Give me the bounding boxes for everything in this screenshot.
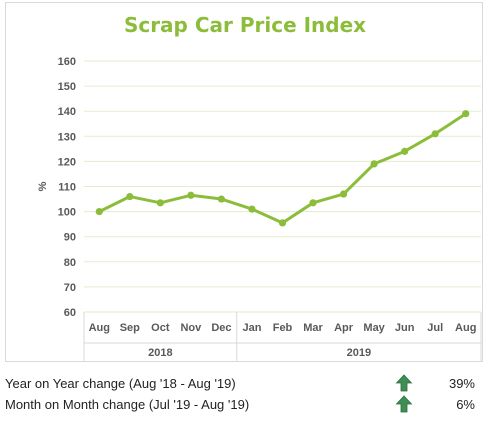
stat-row-month-on-month: Month on Month change (Jul '19 - Aug '19… <box>5 395 475 415</box>
stat-value: 6% <box>456 397 475 412</box>
x-tick-label: Feb <box>273 322 293 334</box>
data-point <box>217 195 226 203</box>
y-tick-label: 110 <box>58 182 76 194</box>
data-point <box>156 199 164 207</box>
x-tick-label: Jul <box>427 322 443 334</box>
y-tick-labels: 60 70 80 90 100 110 120 130 140 150 160 <box>58 56 76 319</box>
data-point <box>309 199 317 207</box>
stat-label: Year on Year change (Aug '18 - Aug '19) <box>5 376 236 391</box>
x-tick-label: Mar <box>303 322 323 334</box>
data-point <box>431 130 439 138</box>
x-tick-label: Aug <box>455 322 476 334</box>
stat-value: 39% <box>448 376 475 391</box>
data-point <box>126 192 134 201</box>
line-chart: Scrap Car Price Index % 60 70 80 90 100 110 12… <box>37 13 482 361</box>
x-tick-label: May <box>363 322 385 334</box>
stat-label: Month on Month change (Jul '19 - Aug '19… <box>5 397 250 412</box>
series-layer <box>95 110 470 227</box>
stat-row-year-on-year: Year on Year change (Aug '18 - Aug '19) … <box>5 374 475 394</box>
x-tick-label: Dec <box>211 322 231 334</box>
x-tick-label: Sep <box>120 322 140 334</box>
x-tick-label: Nov <box>180 322 202 334</box>
data-point <box>462 110 470 118</box>
up-arrow-icon <box>395 374 413 392</box>
x-tick-label: Jan <box>242 322 261 334</box>
group-label: 2019 <box>347 347 371 359</box>
y-tick-label: 90 <box>64 232 76 244</box>
chart-frame: Scrap Car Price Index % 60 70 80 90 100 110 12… <box>5 2 483 362</box>
group-label: 2018 <box>148 347 172 359</box>
data-point <box>339 190 348 198</box>
y-tick-label: 140 <box>58 106 76 118</box>
series-line <box>97 112 468 225</box>
x-tick-label: Apr <box>334 322 354 334</box>
y-tick-label: 150 <box>58 81 76 93</box>
x-tick-label: Jun <box>395 322 415 334</box>
data-point <box>278 219 287 227</box>
y-tick-label: 100 <box>58 207 76 219</box>
y-tick-label: 130 <box>58 131 76 143</box>
data-point <box>187 191 195 199</box>
x-tick-label: Oct <box>151 322 170 334</box>
x-axis: Aug Sep Oct Nov Dec Jan Feb Mar Apr May Jun Jul Aug 2… <box>83 312 482 361</box>
y-tick-label: 80 <box>64 257 76 269</box>
chart-title: Scrap Car Price Index <box>124 13 366 37</box>
y-tick-label: 60 <box>64 307 76 319</box>
up-arrow-icon <box>395 395 413 413</box>
data-point <box>248 205 256 213</box>
y-tick-label: 120 <box>58 156 76 168</box>
data-point <box>370 160 378 168</box>
data-point <box>95 208 103 216</box>
y-tick-label: 70 <box>64 282 76 294</box>
x-tick-label: Aug <box>89 322 110 334</box>
y-axis-label: % <box>37 181 49 191</box>
data-point <box>401 147 409 155</box>
grid-layer <box>84 60 481 313</box>
y-tick-label: 160 <box>58 56 76 68</box>
